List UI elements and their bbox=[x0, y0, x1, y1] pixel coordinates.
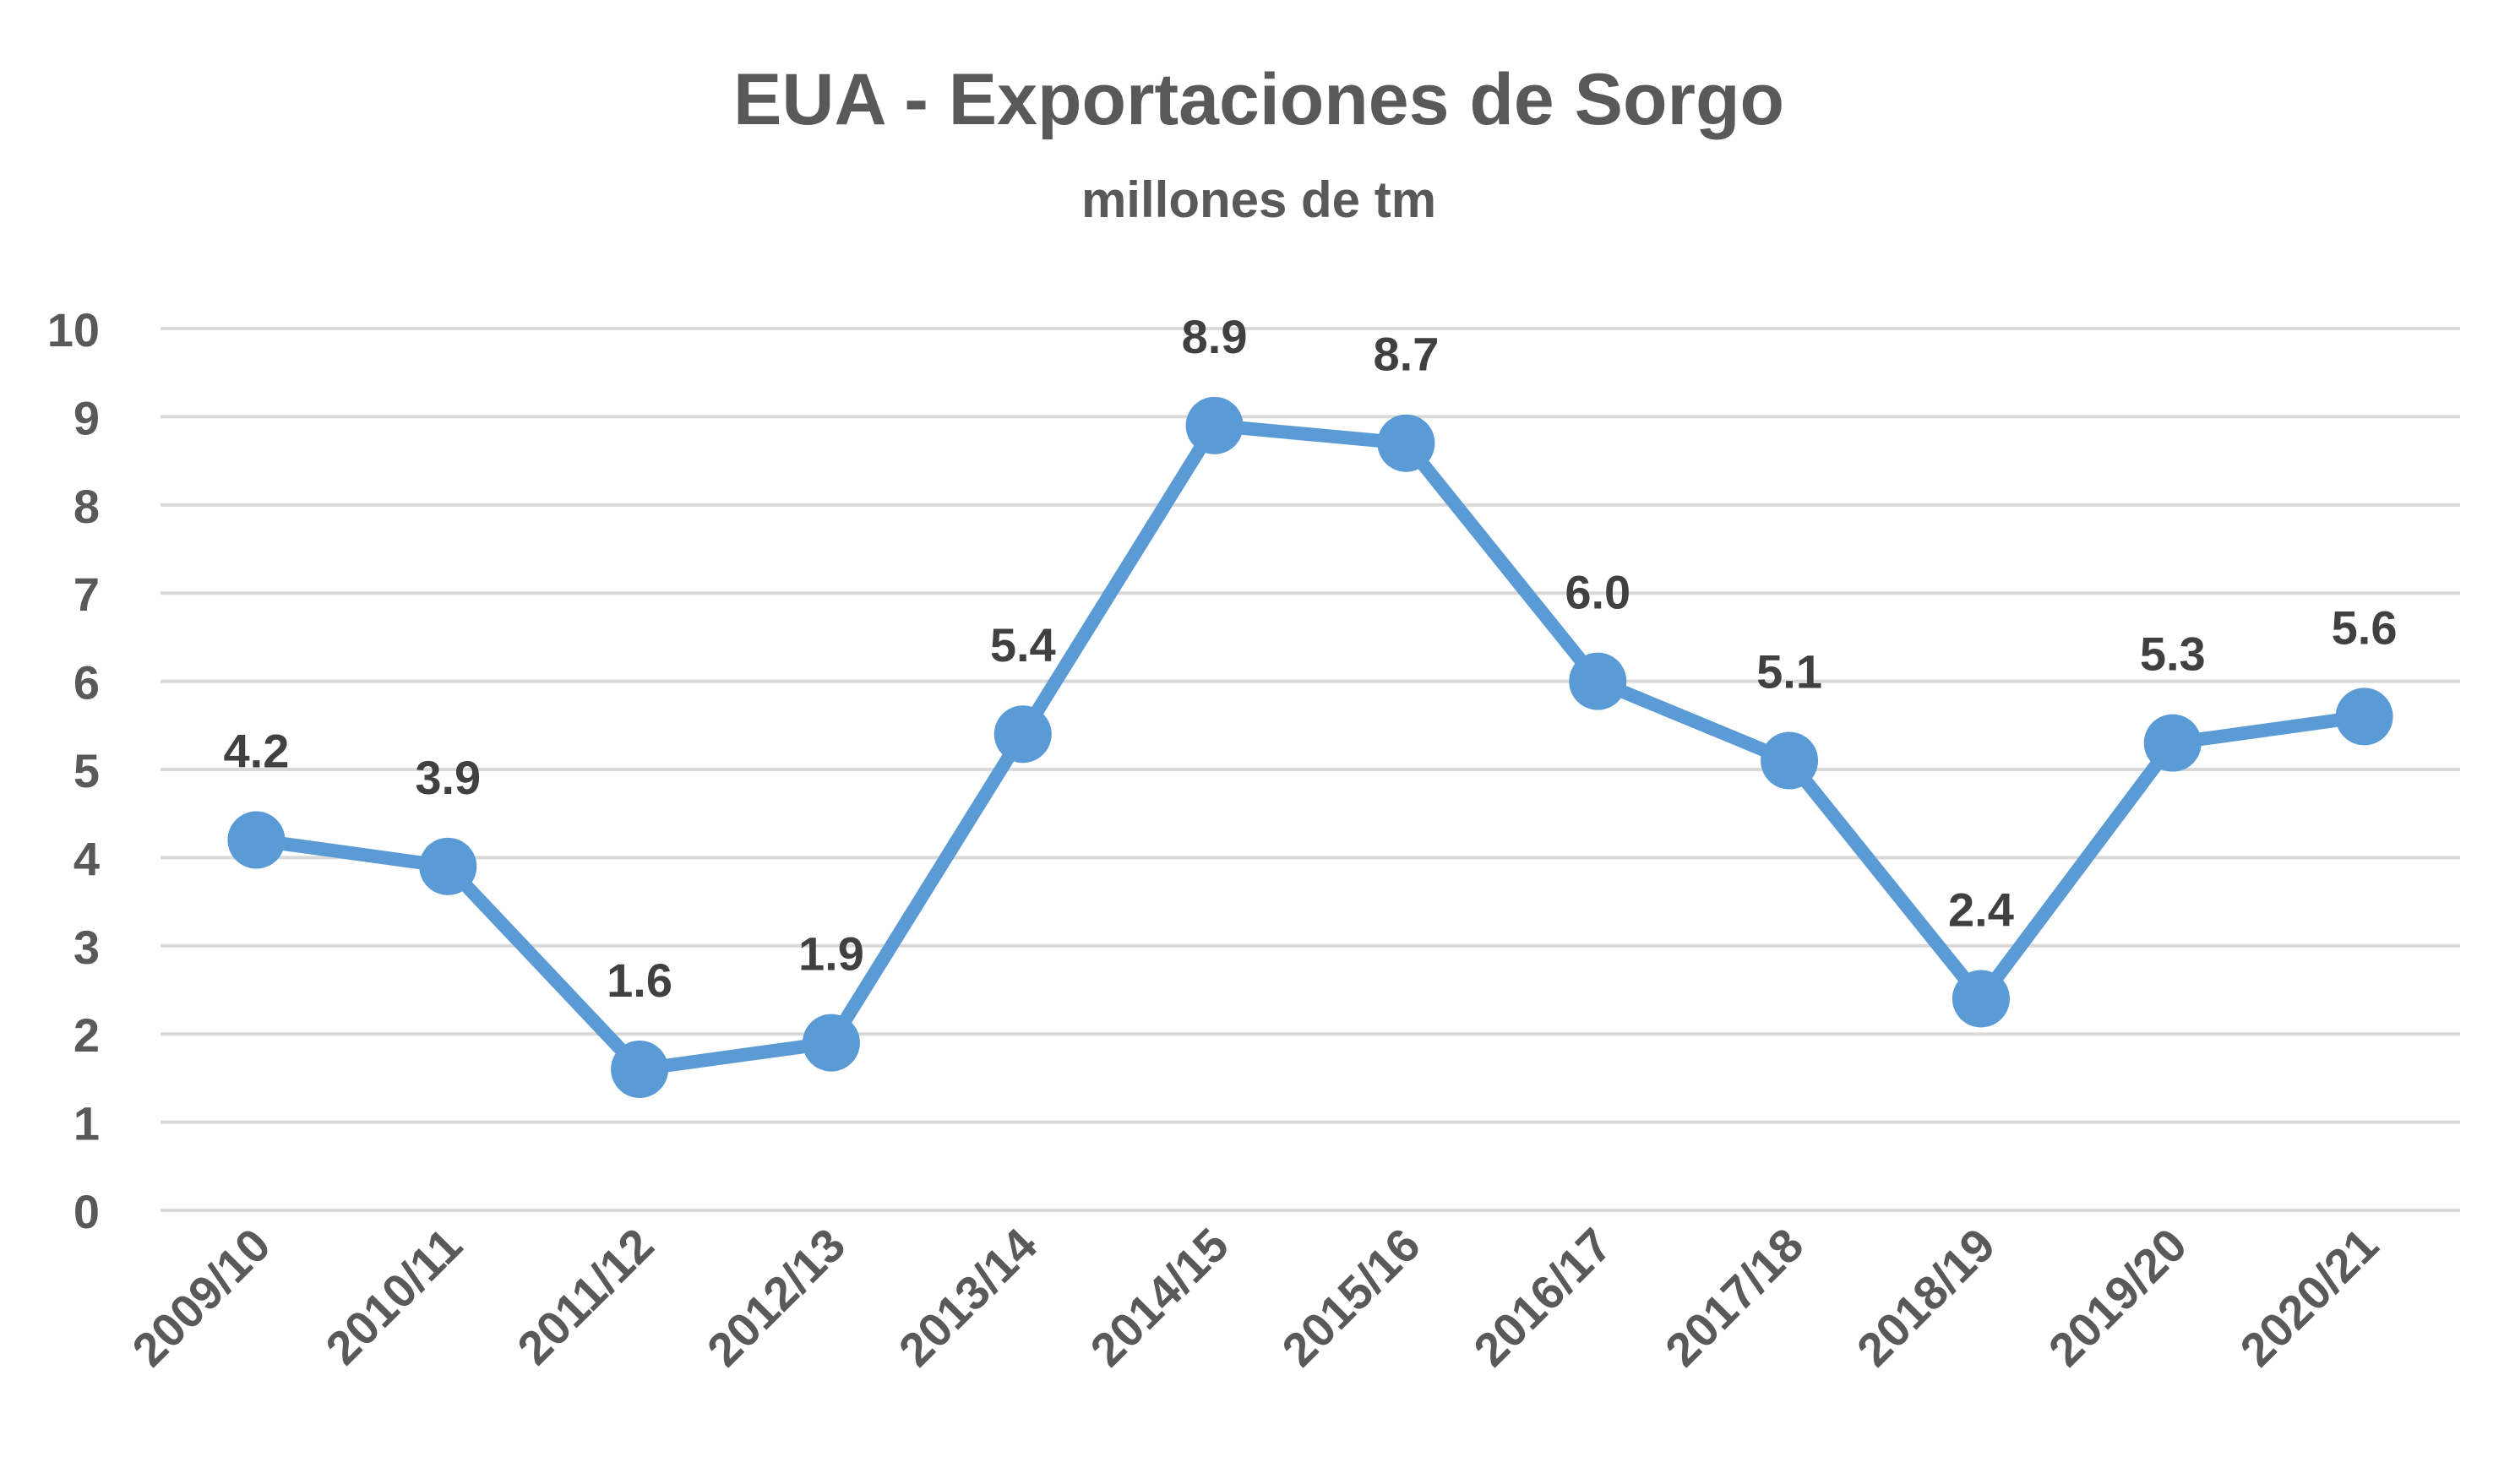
y-tick-label: 3 bbox=[73, 921, 100, 974]
data-label: 5.4 bbox=[990, 618, 1056, 671]
y-tick-label: 8 bbox=[73, 480, 100, 533]
data-label: 3.9 bbox=[415, 751, 481, 804]
data-label: 5.1 bbox=[1756, 645, 1822, 699]
data-point bbox=[611, 1040, 669, 1098]
x-tick-label: 2009/10 bbox=[122, 1218, 280, 1377]
data-point bbox=[1377, 414, 1435, 472]
data-point bbox=[1761, 731, 1819, 790]
data-point bbox=[2143, 714, 2202, 772]
data-label: 8.9 bbox=[1182, 310, 1248, 363]
data-label: 6.0 bbox=[1565, 566, 1630, 619]
data-point bbox=[1569, 652, 1627, 710]
series-line bbox=[249, 418, 2371, 1076]
data-point bbox=[993, 705, 1052, 764]
data-label: 8.7 bbox=[1373, 328, 1439, 381]
x-tick-label: 2017/18 bbox=[1655, 1218, 1814, 1377]
data-point bbox=[1952, 970, 2010, 1028]
x-tick-label: 2010/11 bbox=[315, 1218, 472, 1375]
x-axis-ticks: 2009/10 2010/11 2011/12 2012/13 2013/14 2014/… bbox=[122, 1218, 2388, 1377]
chart-title: EUA - Exportaciones de Sorgo bbox=[733, 59, 1784, 140]
data-label: 2.4 bbox=[1948, 883, 2014, 936]
data-labels: 4.2 3.9 1.6 1.9 5.4 8.9 8.7 6.0 5.1 2.4 5.3 5.6 bbox=[223, 310, 2397, 1007]
series-markers bbox=[227, 396, 2393, 1098]
data-label: 4.2 bbox=[223, 725, 289, 778]
y-tick-label: 1 bbox=[73, 1097, 100, 1150]
data-label: 5.3 bbox=[2140, 628, 2206, 681]
x-tick-label: 2019/20 bbox=[2039, 1218, 2197, 1377]
y-tick-label: 0 bbox=[73, 1185, 100, 1238]
gridlines bbox=[161, 327, 2460, 1212]
data-point bbox=[419, 837, 477, 895]
y-tick-label: 9 bbox=[73, 391, 100, 444]
y-tick-label: 4 bbox=[73, 832, 100, 885]
data-point bbox=[227, 811, 286, 869]
data-point bbox=[1185, 396, 1244, 454]
data-label: 1.9 bbox=[798, 927, 864, 981]
data-point bbox=[802, 1014, 860, 1072]
y-axis-ticks: 0 1 2 3 4 5 6 7 8 9 10 bbox=[47, 303, 100, 1238]
chart-subtitle: millones de tm bbox=[1081, 171, 1436, 228]
y-tick-label: 10 bbox=[47, 303, 100, 356]
y-tick-label: 7 bbox=[73, 568, 100, 621]
y-tick-label: 6 bbox=[73, 656, 100, 709]
x-tick-label: 2018/19 bbox=[1847, 1218, 2006, 1377]
x-tick-label: 2011/12 bbox=[507, 1218, 664, 1375]
series-polyline bbox=[249, 418, 2371, 1076]
x-tick-label: 2012/13 bbox=[697, 1218, 856, 1377]
y-tick-label: 5 bbox=[73, 744, 100, 797]
x-tick-label: 2016/17 bbox=[1463, 1218, 1622, 1377]
x-tick-label: 2020/21 bbox=[2229, 1218, 2388, 1377]
x-tick-label: 2014/15 bbox=[1080, 1218, 1238, 1377]
data-label: 1.6 bbox=[607, 954, 672, 1007]
data-point bbox=[2335, 688, 2393, 746]
x-tick-label: 2013/14 bbox=[889, 1218, 1048, 1377]
data-label: 5.6 bbox=[2332, 601, 2398, 654]
x-tick-label: 2015/16 bbox=[1271, 1218, 1430, 1377]
y-tick-label: 2 bbox=[73, 1008, 100, 1062]
